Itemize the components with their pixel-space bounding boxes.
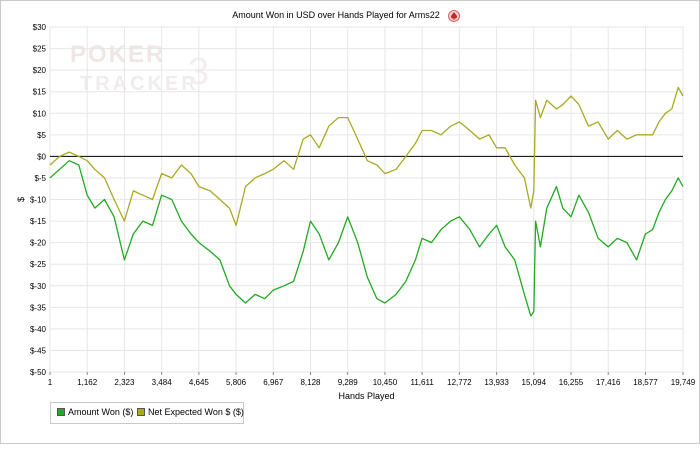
watermark-line-2: TRACKER [80, 73, 199, 95]
x-tick-label: 4,645 [189, 378, 210, 387]
y-tick-label: $25 [33, 45, 47, 54]
x-tick-label: 12,772 [447, 378, 472, 387]
y-tick-label: $5 [37, 131, 46, 140]
y-tick-label: $-40 [30, 325, 47, 334]
y-tick-label: $20 [33, 66, 47, 75]
y-tick-label: $-45 [30, 346, 47, 355]
x-tick-label: 3,484 [152, 378, 173, 387]
y-tick-label: $15 [33, 88, 47, 97]
series-net-expected-line [49, 86, 684, 227]
legend-label-net-expected: Net Expected Won $ ($) [148, 407, 244, 417]
x-tick-label: 11,611 [411, 378, 435, 387]
legend-swatch-amount-won [57, 408, 65, 416]
y-axis-label: $ [16, 197, 26, 202]
legend-item-net-expected[interactable]: Net Expected Won $ ($) [137, 407, 244, 417]
y-tick-label: $-25 [30, 260, 47, 269]
legend: Amount Won ($) Net Expected Won $ ($) [50, 402, 244, 424]
series-amount-won-line [49, 160, 684, 317]
y-tick-label: $-30 [30, 282, 47, 291]
watermark-line-1: POKER [70, 41, 165, 68]
x-tick-label: 16,255 [559, 378, 584, 387]
y-tick-label: $-35 [30, 303, 47, 312]
x-tick-label: 17,416 [596, 378, 621, 387]
x-tick-label: 18,577 [633, 378, 658, 387]
y-tick-label: $-15 [30, 217, 47, 226]
y-tick-label: $10 [33, 109, 47, 118]
y-tick-label: $30 [33, 23, 47, 32]
x-tick-label: 19,749 [671, 378, 696, 387]
x-tick-label: 1,162 [77, 378, 98, 387]
legend-item-amount-won[interactable]: Amount Won ($) [57, 407, 133, 417]
y-tick-label: $0 [37, 152, 46, 161]
chart-title: Amount Won in USD over Hands Played for … [232, 10, 439, 20]
x-tick-label: 10,450 [373, 378, 398, 387]
x-tick-label: 6,967 [263, 378, 284, 387]
y-tick-label: $-10 [30, 196, 47, 205]
x-tick-label: 8,128 [300, 378, 321, 387]
x-tick-label: 9,289 [338, 378, 359, 387]
legend-swatch-net-expected [137, 408, 145, 416]
x-tick-label: 1 [48, 378, 53, 387]
x-axis-label: Hands Played [338, 391, 394, 401]
x-tick-label: 15,094 [522, 378, 547, 387]
x-tick-label: 13,933 [484, 378, 509, 387]
x-tick-label: 2,323 [114, 378, 135, 387]
y-tick-label: $-20 [30, 239, 47, 248]
x-tick-label: 5,806 [226, 378, 247, 387]
y-tick-label: $-50 [30, 368, 47, 377]
y-tick-label: $-5 [34, 174, 46, 183]
legend-label-amount-won: Amount Won ($) [68, 407, 134, 417]
poker-spade-icon [448, 10, 460, 22]
